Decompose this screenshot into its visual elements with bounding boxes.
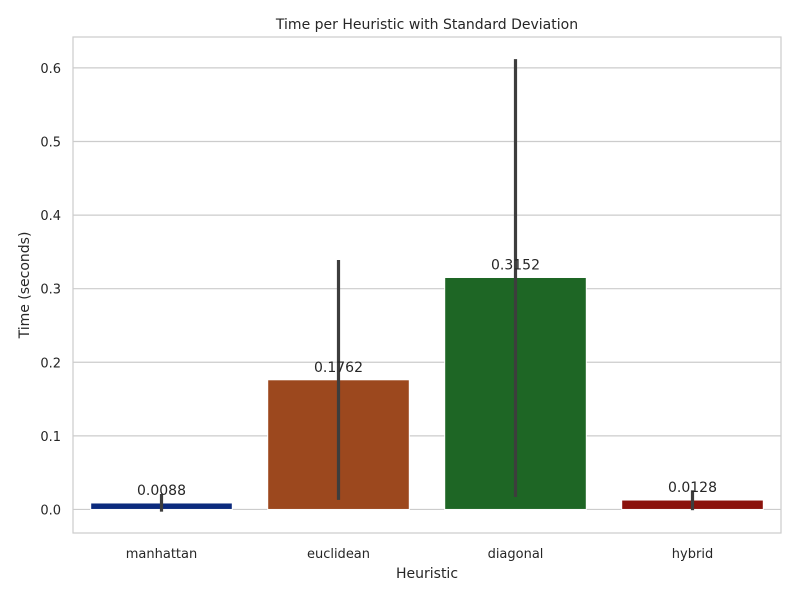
value-label: 0.3152 — [491, 257, 540, 273]
x-tick-labels: manhattan euclidean diagonal hybrid — [126, 547, 713, 562]
plot-frame — [72, 36, 782, 534]
y-tick-label: 0.5 — [40, 135, 61, 150]
bars — [90, 276, 764, 510]
value-label: 0.1762 — [314, 360, 363, 376]
y-tick-labels: 0.0 0.1 0.2 0.3 0.4 0.5 0.6 — [40, 62, 61, 519]
value-label: 0.0088 — [137, 483, 186, 499]
value-label: 0.0128 — [668, 480, 717, 496]
x-tick-label: manhattan — [126, 547, 197, 562]
x-axis-label: Heuristic — [396, 566, 458, 582]
y-axis-label: Time (seconds) — [17, 232, 33, 340]
error-bars — [159, 59, 695, 512]
y-grid — [73, 67, 781, 511]
value-labels: 0.0088 0.1762 0.3152 0.0128 — [137, 257, 717, 498]
y-tick-label: 0.3 — [40, 283, 61, 298]
x-tick-label: hybrid — [672, 547, 713, 562]
y-tick-label: 0.2 — [40, 356, 61, 371]
y-tick-label: 0.4 — [40, 209, 61, 224]
chart-title: Time per Heuristic with Standard Deviati… — [275, 17, 578, 33]
y-tick-label: 0.1 — [40, 430, 61, 445]
y-tick-label: 0.0 — [40, 503, 61, 518]
x-tick-label: euclidean — [307, 547, 370, 562]
y-tick-label: 0.6 — [40, 62, 61, 77]
x-tick-label: diagonal — [488, 547, 544, 562]
